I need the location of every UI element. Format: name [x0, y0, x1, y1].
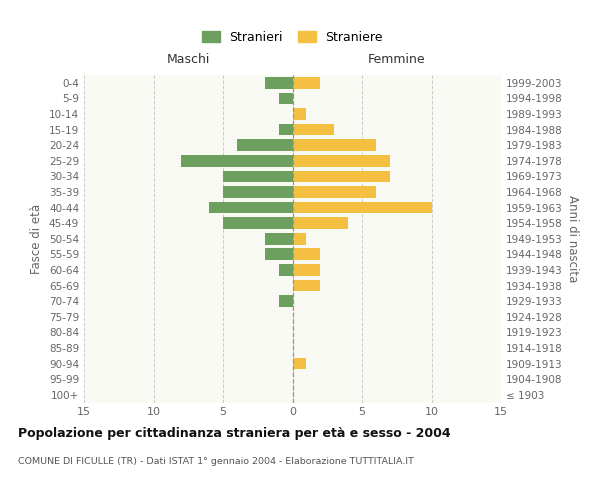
Bar: [209, 202, 293, 213]
Bar: [293, 124, 334, 136]
Bar: [293, 264, 320, 276]
Bar: [293, 218, 348, 229]
Bar: [265, 248, 293, 260]
Bar: [293, 280, 320, 291]
Bar: [181, 155, 293, 166]
Bar: [293, 233, 307, 244]
Bar: [293, 202, 431, 213]
Bar: [278, 124, 293, 136]
Bar: [223, 186, 293, 198]
Bar: [265, 233, 293, 244]
Bar: [293, 186, 376, 198]
Bar: [223, 218, 293, 229]
Legend: Stranieri, Straniere: Stranieri, Straniere: [198, 27, 387, 48]
Bar: [237, 140, 293, 151]
Bar: [223, 170, 293, 182]
Bar: [293, 248, 320, 260]
Bar: [293, 77, 320, 88]
Bar: [293, 358, 307, 370]
Y-axis label: Anni di nascita: Anni di nascita: [566, 195, 579, 282]
Bar: [278, 92, 293, 104]
Text: COMUNE DI FICULLE (TR) - Dati ISTAT 1° gennaio 2004 - Elaborazione TUTTITALIA.IT: COMUNE DI FICULLE (TR) - Dati ISTAT 1° g…: [18, 458, 414, 466]
Bar: [293, 170, 390, 182]
Bar: [265, 77, 293, 88]
Bar: [293, 108, 307, 120]
Bar: [278, 264, 293, 276]
Bar: [293, 140, 376, 151]
Bar: [278, 296, 293, 307]
Bar: [293, 155, 390, 166]
Y-axis label: Fasce di età: Fasce di età: [31, 204, 43, 274]
Text: Maschi: Maschi: [167, 52, 210, 66]
Text: Popolazione per cittadinanza straniera per età e sesso - 2004: Popolazione per cittadinanza straniera p…: [18, 428, 451, 440]
Text: Femmine: Femmine: [368, 52, 425, 66]
